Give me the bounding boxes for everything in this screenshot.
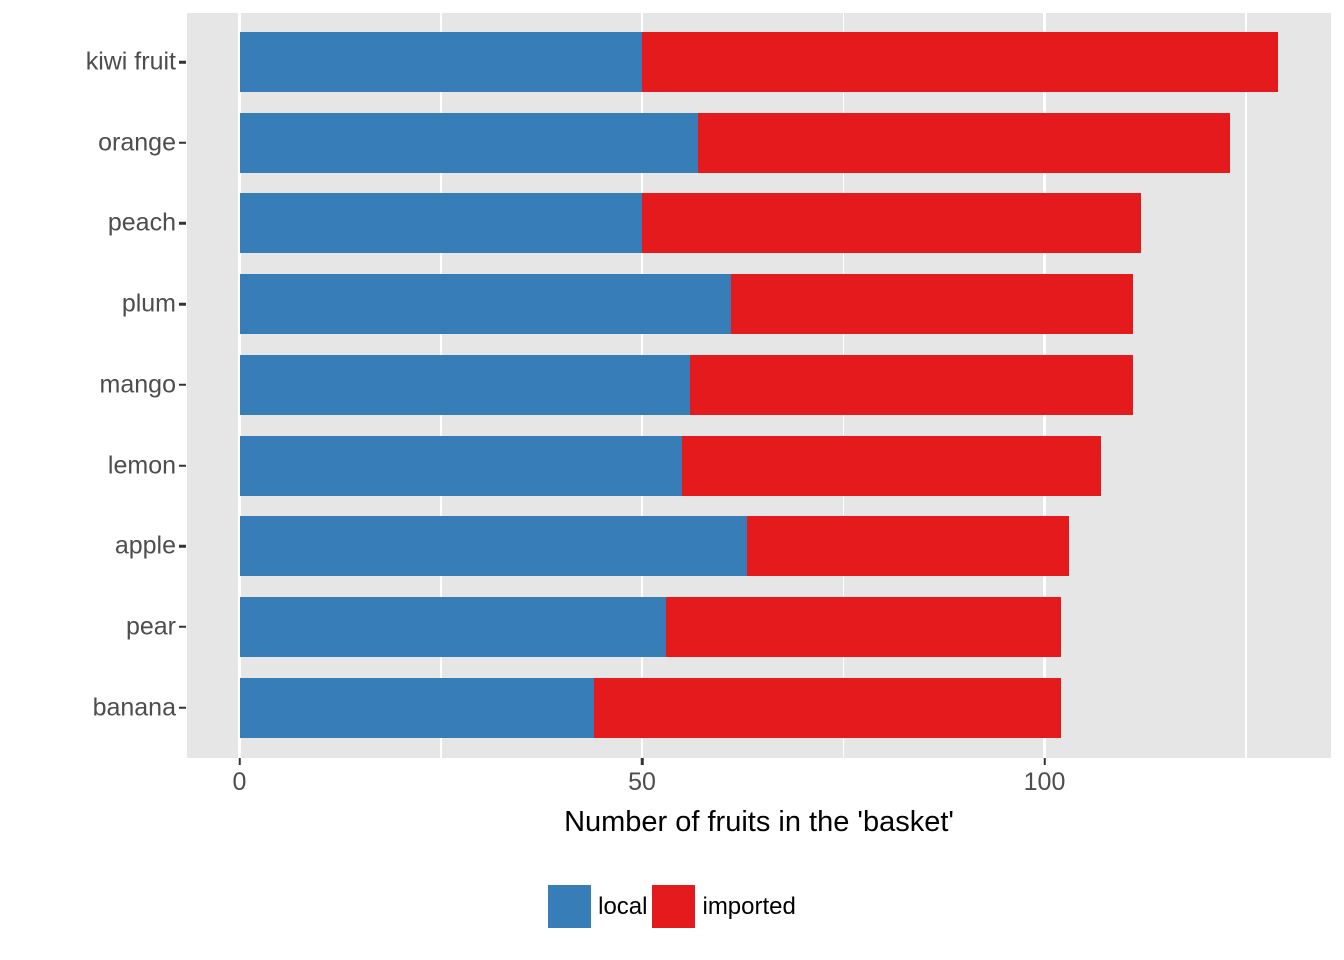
y-axis-label: orange: [98, 128, 176, 157]
bar-segment-local: [239, 677, 594, 738]
bar-segment-local: [239, 516, 747, 577]
legend-label: imported: [702, 892, 796, 920]
legend-entry-local: local: [548, 885, 647, 928]
y-axis-tick: [179, 141, 186, 144]
y-axis-tick: [179, 544, 186, 548]
bar-segment-local: [239, 193, 642, 254]
y-axis-tick: [179, 60, 186, 64]
x-axis-title: Number of fruits in the 'basket': [564, 806, 954, 838]
bar-segment-imported: [642, 193, 1142, 254]
bar-segment-local: [239, 112, 699, 173]
bar-segment-imported: [730, 274, 1134, 335]
bar-segment-imported: [682, 435, 1101, 496]
y-axis-label: plum: [121, 289, 176, 318]
y-axis-label: kiwi fruit: [85, 47, 176, 76]
legend-entry-imported: imported: [652, 885, 796, 928]
y-axis-tick: [179, 706, 186, 709]
legend-key-swatch: [548, 885, 592, 928]
y-axis-tick: [179, 383, 186, 387]
bar-segment-local: [239, 596, 667, 657]
y-axis-label: pear: [125, 612, 176, 641]
y-axis-label: peach: [107, 208, 176, 237]
bar-segment-imported: [666, 596, 1061, 657]
bar-segment-local: [239, 32, 642, 92]
plot-panel: [187, 13, 1331, 758]
legend-label: local: [598, 892, 648, 920]
y-axis-tick: [179, 222, 186, 225]
bar-segment-imported: [698, 112, 1230, 173]
y-axis-label: banana: [92, 693, 176, 722]
bar-segment-imported: [642, 32, 1278, 92]
bar-segment-local: [239, 274, 731, 335]
minor-gridline: [1245, 13, 1247, 758]
legend: local imported: [0, 885, 1344, 928]
bar-segment-imported: [746, 516, 1069, 577]
x-axis-tick: [640, 758, 644, 765]
x-axis-tick: [238, 758, 241, 765]
y-axis-label: mango: [99, 370, 176, 399]
x-axis-tick: [1043, 758, 1046, 765]
legend-key-swatch: [652, 885, 696, 928]
y-axis-label: lemon: [107, 451, 176, 479]
y-axis-tick: [179, 464, 186, 467]
bar-segment-imported: [690, 354, 1134, 415]
x-axis-tick-label: 100: [1023, 768, 1066, 796]
y-axis-label: apple: [114, 531, 176, 560]
x-axis-tick-label: 50: [628, 768, 656, 796]
y-axis-tick: [179, 625, 186, 629]
bar-segment-local: [239, 354, 691, 415]
bar-segment-imported: [593, 677, 1061, 738]
x-axis-tick-label: 0: [232, 768, 247, 796]
bar-segment-local: [239, 435, 683, 496]
y-axis-tick: [179, 302, 186, 306]
